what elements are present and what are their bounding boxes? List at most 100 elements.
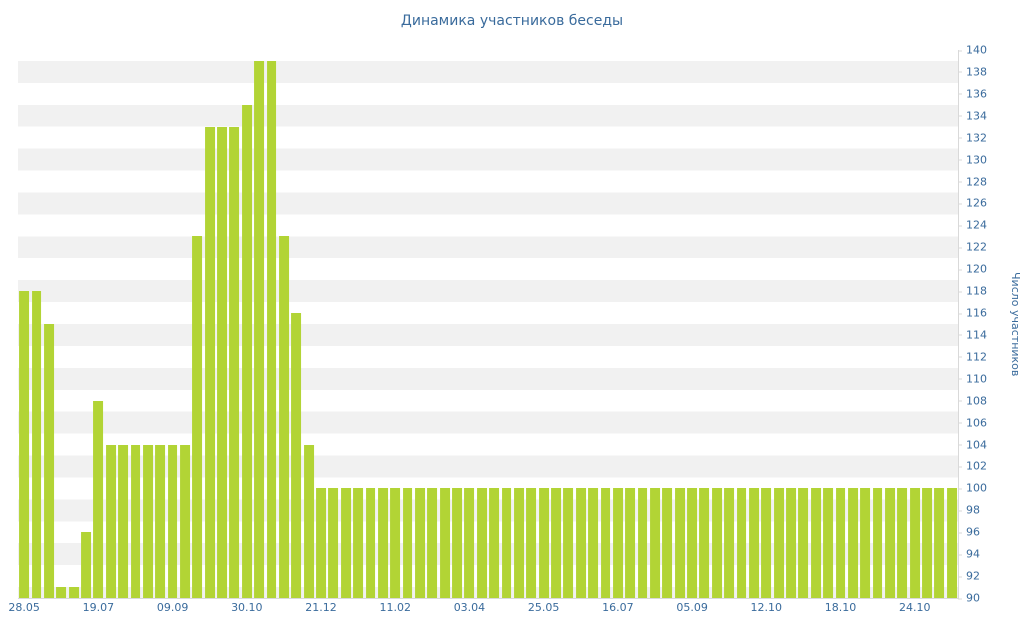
y-tick-mark — [958, 554, 962, 556]
bar — [266, 60, 277, 598]
x-tick-label: 18.10 — [824, 601, 857, 614]
y-tick-label: 120 — [958, 264, 987, 275]
y-tick-label: 100 — [958, 483, 987, 494]
y-tick-label: 128 — [958, 176, 987, 187]
bar — [93, 400, 104, 598]
bar — [563, 488, 574, 598]
y-tick-mark — [958, 93, 962, 95]
bar — [897, 488, 908, 598]
x-tick-label: 11.02 — [379, 601, 411, 614]
y-tick-mark — [958, 247, 962, 249]
bar — [415, 488, 425, 598]
bar — [204, 126, 215, 598]
y-tick-label: 90 — [958, 593, 980, 604]
y-tick-label: 138 — [958, 66, 987, 77]
y-tick-mark — [958, 50, 962, 51]
y-tick-label: 108 — [958, 395, 987, 406]
y-tick-mark — [958, 598, 962, 599]
y-tick-mark — [958, 576, 962, 578]
bar — [835, 488, 846, 598]
bar — [687, 488, 698, 598]
bar — [452, 488, 463, 598]
x-tick-label: 12.10 — [750, 601, 783, 614]
y-tick-label: 122 — [958, 242, 987, 253]
bar — [254, 60, 265, 598]
y-tick-mark — [958, 313, 962, 315]
y-tick-mark — [958, 400, 962, 402]
y-tick-label: 132 — [958, 132, 987, 143]
bar — [538, 488, 549, 598]
x-tick-label: 16.07 — [602, 601, 634, 614]
bar — [192, 236, 203, 598]
bar — [142, 444, 153, 598]
bar — [303, 444, 314, 598]
bar — [43, 324, 54, 598]
y-tick-label: 106 — [958, 417, 987, 428]
bar — [699, 488, 710, 598]
bar — [81, 532, 91, 598]
y-tick-label: 96 — [958, 527, 980, 538]
bar — [662, 488, 673, 598]
bar — [922, 488, 933, 598]
bar — [167, 444, 178, 598]
bar — [19, 291, 30, 598]
x-tick-label: 05.09 — [676, 601, 708, 614]
y-tick-mark — [958, 269, 962, 271]
x-tick-label: 09.09 — [156, 601, 189, 614]
bar — [588, 488, 599, 598]
bar — [377, 488, 388, 598]
y-tick-mark — [958, 532, 962, 534]
bar — [600, 488, 611, 598]
y-tick-mark — [958, 466, 962, 468]
bar — [229, 126, 240, 598]
bar — [551, 488, 561, 598]
bar — [241, 104, 252, 598]
bar — [711, 488, 722, 598]
bar — [217, 126, 228, 598]
y-tick-label: 130 — [958, 154, 987, 165]
y-axis-title-label: Число участников — [1009, 271, 1022, 377]
y-tick-mark — [958, 225, 962, 227]
x-tick-label: 24.10 — [898, 601, 931, 614]
bar — [340, 488, 351, 598]
y-tick-mark — [958, 115, 962, 117]
x-axis: 28.05 19.07 09.09 30.10 21.12 11.02 03.04 25.05… — [8, 601, 958, 619]
x-tick-label: 28.05 — [8, 601, 40, 614]
y-tick-label: 102 — [958, 461, 987, 472]
bar — [872, 488, 883, 598]
y-tick-label: 134 — [958, 110, 987, 121]
y-tick-mark — [958, 203, 962, 205]
bar — [724, 488, 735, 598]
y-tick-label: 104 — [958, 439, 987, 450]
bar — [489, 488, 500, 598]
bar — [934, 488, 945, 598]
y-tick-mark — [958, 291, 962, 293]
bar — [823, 488, 834, 598]
x-tick-label: 19.07 — [82, 601, 115, 614]
bar — [513, 488, 524, 598]
bar — [31, 291, 42, 598]
bar — [575, 488, 586, 598]
y-tick-label: 94 — [958, 549, 980, 560]
y-tick-label: 118 — [958, 286, 987, 297]
bar — [328, 488, 339, 598]
y-axis: 90 92 94 96 98 100 102 104 106 108 110 112 114 116 118… — [958, 45, 1000, 604]
bar — [353, 488, 364, 598]
bar — [105, 444, 116, 598]
y-tick-label: 124 — [958, 220, 987, 231]
bar — [637, 488, 648, 598]
y-tick-label: 116 — [958, 308, 987, 319]
bar — [798, 488, 809, 598]
y-tick-mark — [958, 159, 962, 161]
bar — [476, 488, 487, 598]
bar — [736, 488, 747, 598]
y-tick-label: 136 — [958, 88, 987, 99]
bar — [612, 488, 623, 598]
bar — [501, 488, 512, 598]
bar — [786, 488, 796, 598]
bar — [130, 444, 141, 598]
y-tick-mark — [958, 488, 962, 490]
bar — [773, 488, 784, 598]
bar — [650, 488, 660, 598]
